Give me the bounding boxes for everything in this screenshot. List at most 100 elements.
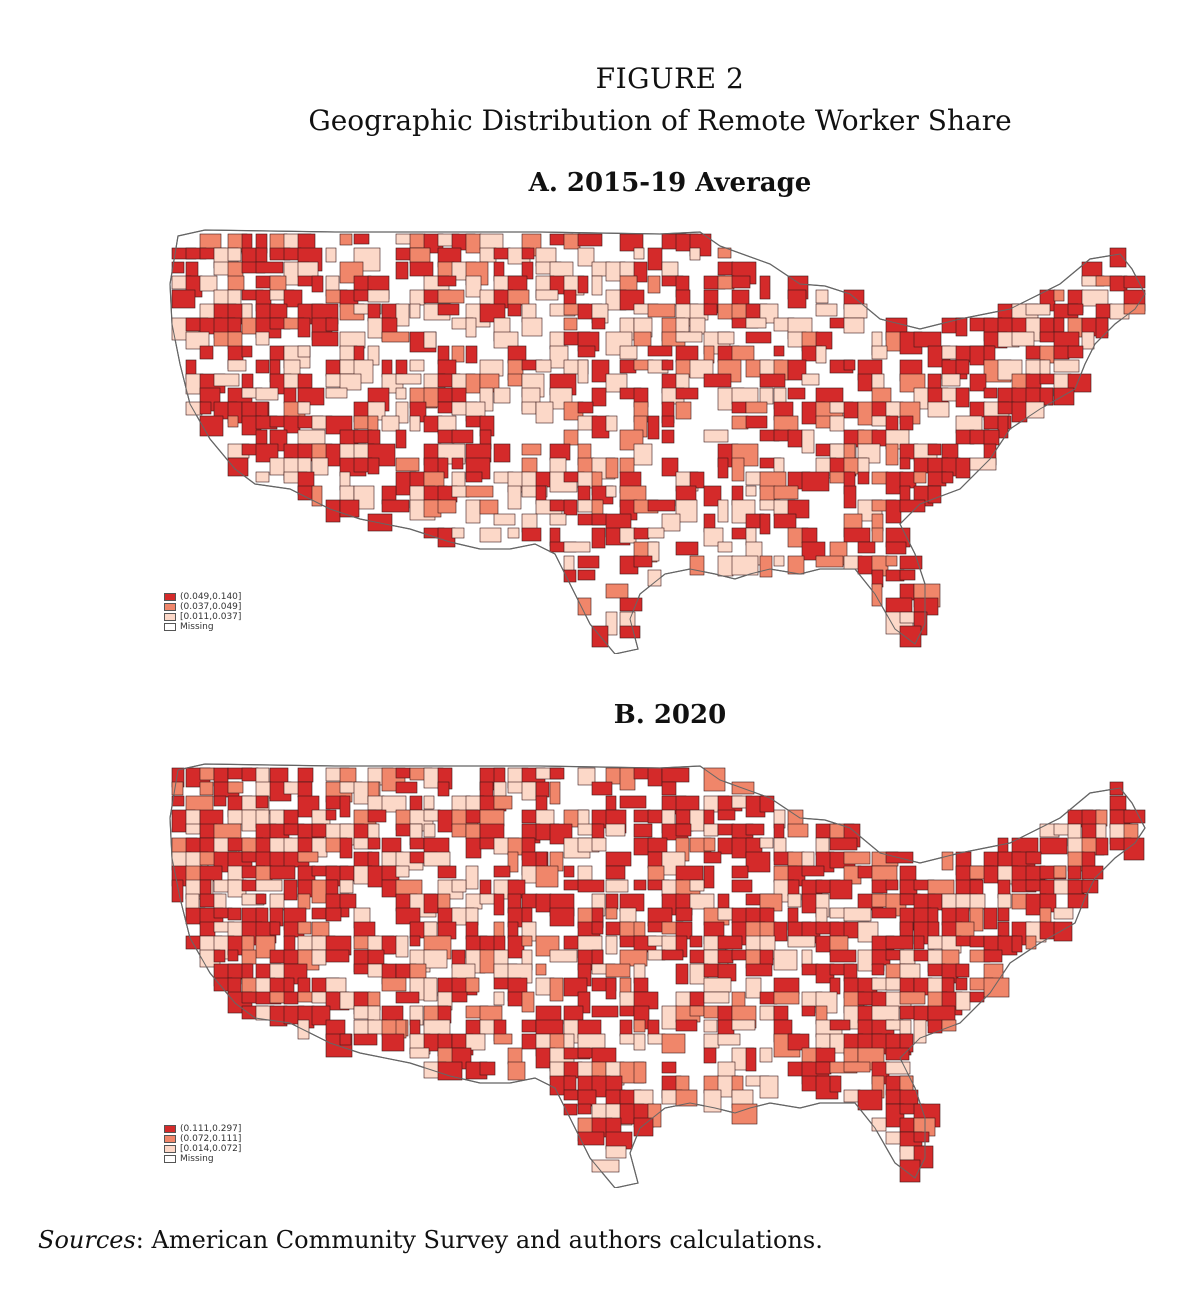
region-cell xyxy=(619,767,636,791)
region-cell xyxy=(773,1005,789,1021)
region-cell xyxy=(255,893,267,905)
region-cell xyxy=(633,527,650,540)
region-cell xyxy=(563,499,578,516)
region-cell xyxy=(913,331,942,348)
region-cell xyxy=(843,359,856,371)
region-cell xyxy=(437,893,451,910)
region-cell xyxy=(745,851,771,873)
region-cell xyxy=(773,977,800,995)
region-cell xyxy=(1081,879,1099,894)
region-cell xyxy=(717,907,734,921)
region-cell xyxy=(843,851,871,865)
region-cell xyxy=(1067,893,1089,909)
region-cell xyxy=(913,1019,927,1044)
region-cell xyxy=(717,541,733,553)
region-cell xyxy=(759,275,771,300)
region-cell xyxy=(871,865,898,882)
region-cell xyxy=(857,373,873,392)
region-cell xyxy=(297,767,314,783)
region-cell xyxy=(493,331,519,349)
region-cell xyxy=(913,935,925,950)
country-border xyxy=(169,763,1146,1188)
region-cell xyxy=(1011,893,1029,910)
region-cell xyxy=(367,865,385,888)
region-cell xyxy=(605,415,618,432)
region-cell xyxy=(479,359,504,377)
region-cell xyxy=(801,1005,816,1017)
region-cell xyxy=(325,317,339,332)
region-cell xyxy=(451,823,467,838)
region-cell xyxy=(227,457,249,477)
region-cell xyxy=(563,233,581,250)
region-cell xyxy=(661,1061,677,1074)
region-cell xyxy=(521,893,538,909)
region-cell xyxy=(759,837,774,849)
region-cell xyxy=(451,345,465,363)
region-cell xyxy=(451,879,467,893)
region-cell xyxy=(465,893,483,910)
legend-label: (0.037,0.049] xyxy=(180,602,242,612)
region-cell xyxy=(955,963,970,978)
region-cell xyxy=(507,303,522,317)
figure-number: FIGURE 2 xyxy=(595,62,745,95)
legend-item: (0.111,0.297] xyxy=(164,1124,241,1134)
region-cell xyxy=(661,781,677,796)
region-cell xyxy=(899,415,914,431)
region-cell xyxy=(437,387,454,403)
region-cell xyxy=(325,387,348,399)
region-cell xyxy=(647,275,661,294)
region-cell xyxy=(899,583,915,601)
region-cell xyxy=(619,527,637,544)
region-cell xyxy=(297,401,311,415)
region-cell xyxy=(969,373,987,392)
region-cell xyxy=(311,1005,331,1026)
region-cell xyxy=(395,303,410,327)
region-cell xyxy=(647,541,660,562)
region-cell xyxy=(507,851,519,873)
region-cell xyxy=(843,1089,861,1103)
region-cell xyxy=(633,1033,646,1051)
region-cell xyxy=(325,247,337,263)
region-cell xyxy=(465,499,481,524)
legend-swatch-mid xyxy=(164,603,176,611)
region-cell xyxy=(675,907,693,922)
region-cell xyxy=(521,935,533,947)
region-cell xyxy=(997,401,1015,415)
region-cell xyxy=(899,991,926,1005)
region-cell xyxy=(465,837,482,859)
region-cell xyxy=(255,331,270,346)
region-cell xyxy=(591,275,603,296)
region-cell xyxy=(577,247,595,267)
region-cell xyxy=(339,499,360,518)
region-cell xyxy=(675,387,699,400)
region-cell xyxy=(591,1047,617,1064)
region-cell xyxy=(381,331,410,343)
region-cell xyxy=(675,331,703,343)
region-cell xyxy=(367,345,380,366)
region-cell xyxy=(773,457,785,473)
region-cell xyxy=(899,1117,915,1133)
region-cell xyxy=(437,303,460,316)
panel-a-title: A. 2015-19 Average xyxy=(528,168,812,198)
region-cell xyxy=(465,373,481,394)
region-cell xyxy=(773,555,785,567)
region-cell xyxy=(633,879,647,891)
region-cell xyxy=(927,401,950,418)
region-cell xyxy=(619,1019,633,1037)
region-cell xyxy=(899,921,914,937)
region-cell xyxy=(269,893,285,911)
region-cell xyxy=(899,471,917,489)
region-cell xyxy=(549,345,569,369)
region-cell xyxy=(339,233,353,246)
region-cell xyxy=(647,1019,660,1037)
region-cell xyxy=(423,823,436,838)
region-cell xyxy=(493,991,505,1006)
region-cell xyxy=(619,359,637,374)
region-cell xyxy=(563,317,578,331)
region-cell xyxy=(717,499,729,523)
region-cell xyxy=(381,499,410,513)
region-cell xyxy=(801,851,815,867)
region-cell xyxy=(577,555,600,569)
region-cell xyxy=(535,359,552,373)
region-cell xyxy=(507,1047,523,1065)
